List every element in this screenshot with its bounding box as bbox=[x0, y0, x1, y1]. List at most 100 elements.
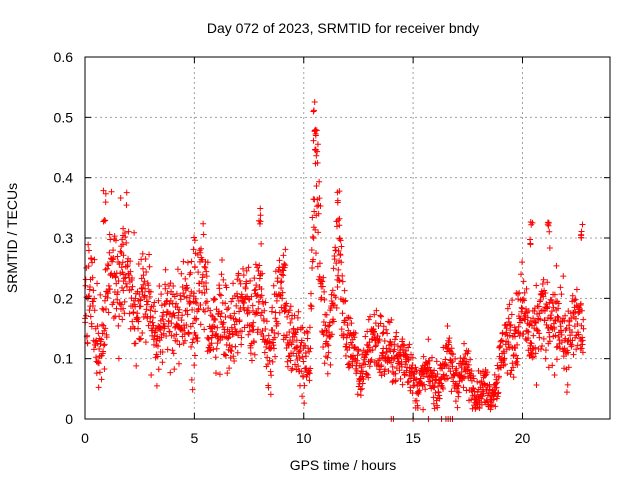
data-point bbox=[255, 305, 262, 312]
data-point bbox=[265, 384, 272, 391]
data-point bbox=[264, 354, 271, 361]
data-point bbox=[319, 278, 326, 285]
data-point bbox=[167, 280, 174, 287]
data-point bbox=[211, 323, 218, 330]
data-point bbox=[89, 274, 96, 281]
data-point bbox=[565, 349, 571, 356]
data-point bbox=[197, 301, 204, 308]
data-point bbox=[544, 303, 551, 310]
data-point bbox=[214, 333, 221, 340]
data-point bbox=[129, 283, 136, 290]
data-point bbox=[306, 324, 313, 331]
data-point bbox=[178, 317, 185, 324]
data-point bbox=[146, 251, 153, 258]
data-point bbox=[155, 366, 162, 373]
data-point bbox=[303, 328, 310, 335]
data-point bbox=[243, 280, 250, 287]
data-point bbox=[112, 274, 119, 281]
data-point bbox=[249, 302, 256, 309]
data-point bbox=[494, 390, 501, 397]
data-point bbox=[101, 365, 108, 372]
data-point bbox=[312, 147, 319, 154]
data-point bbox=[192, 250, 199, 257]
data-point bbox=[138, 275, 145, 282]
data-point bbox=[467, 356, 474, 363]
data-point bbox=[334, 284, 341, 291]
data-point bbox=[543, 300, 550, 307]
data-point bbox=[139, 330, 146, 337]
data-point bbox=[272, 353, 279, 360]
data-point bbox=[220, 276, 227, 283]
data-point bbox=[403, 347, 410, 354]
data-point bbox=[197, 321, 204, 328]
data-point bbox=[269, 358, 276, 365]
data-point bbox=[401, 342, 408, 349]
data-point bbox=[121, 298, 128, 305]
data-point bbox=[443, 361, 450, 368]
data-point bbox=[112, 237, 119, 244]
data-point bbox=[532, 320, 539, 327]
data-point bbox=[537, 296, 544, 303]
data-point bbox=[122, 280, 129, 287]
data-point bbox=[553, 344, 560, 351]
data-point bbox=[134, 314, 141, 321]
data-point bbox=[250, 319, 257, 326]
data-point bbox=[201, 263, 208, 270]
data-point bbox=[506, 332, 513, 339]
data-point bbox=[118, 301, 125, 308]
data-point bbox=[109, 256, 116, 263]
data-point bbox=[521, 289, 528, 296]
data-point bbox=[211, 315, 218, 322]
data-point bbox=[510, 364, 517, 371]
data-point bbox=[131, 229, 138, 236]
data-point bbox=[384, 330, 391, 337]
data-point bbox=[283, 332, 290, 339]
data-point bbox=[401, 372, 408, 379]
data-point bbox=[313, 183, 320, 190]
data-point bbox=[199, 256, 206, 263]
data-point bbox=[289, 338, 296, 345]
data-point bbox=[424, 361, 431, 368]
data-point bbox=[377, 312, 384, 319]
data-point bbox=[94, 323, 101, 330]
data-point bbox=[280, 252, 287, 259]
data-point bbox=[104, 294, 111, 301]
y-tick-label: 0.4 bbox=[54, 170, 74, 186]
data-point bbox=[155, 297, 162, 304]
data-point bbox=[263, 318, 270, 325]
data-point bbox=[251, 275, 258, 282]
data-point bbox=[388, 359, 395, 366]
data-point bbox=[271, 345, 277, 352]
data-point bbox=[221, 351, 228, 358]
data-point bbox=[314, 263, 321, 270]
data-point bbox=[220, 319, 227, 326]
data-point bbox=[572, 315, 579, 322]
data-point bbox=[568, 315, 575, 322]
data-point bbox=[129, 318, 136, 325]
data-point bbox=[339, 310, 346, 317]
data-point bbox=[335, 247, 342, 254]
data-point bbox=[435, 389, 442, 396]
y-tick-label: 0.2 bbox=[54, 290, 74, 306]
data-point bbox=[103, 334, 110, 341]
data-point bbox=[574, 321, 581, 328]
data-point bbox=[120, 287, 127, 294]
data-point bbox=[336, 188, 343, 195]
data-point bbox=[164, 346, 171, 353]
data-point bbox=[212, 369, 219, 376]
data-point bbox=[544, 279, 551, 286]
y-tick-label: 0.6 bbox=[54, 49, 74, 65]
data-point bbox=[178, 270, 185, 277]
data-point bbox=[504, 369, 511, 376]
data-point bbox=[530, 353, 537, 360]
data-point bbox=[240, 265, 247, 272]
data-point bbox=[528, 340, 535, 347]
data-point bbox=[292, 361, 298, 368]
data-point bbox=[409, 354, 416, 361]
data-point bbox=[546, 244, 553, 251]
data-point bbox=[189, 386, 196, 393]
data-point bbox=[241, 299, 248, 306]
data-point bbox=[346, 363, 353, 370]
data-point bbox=[295, 363, 302, 370]
data-point bbox=[358, 385, 365, 392]
